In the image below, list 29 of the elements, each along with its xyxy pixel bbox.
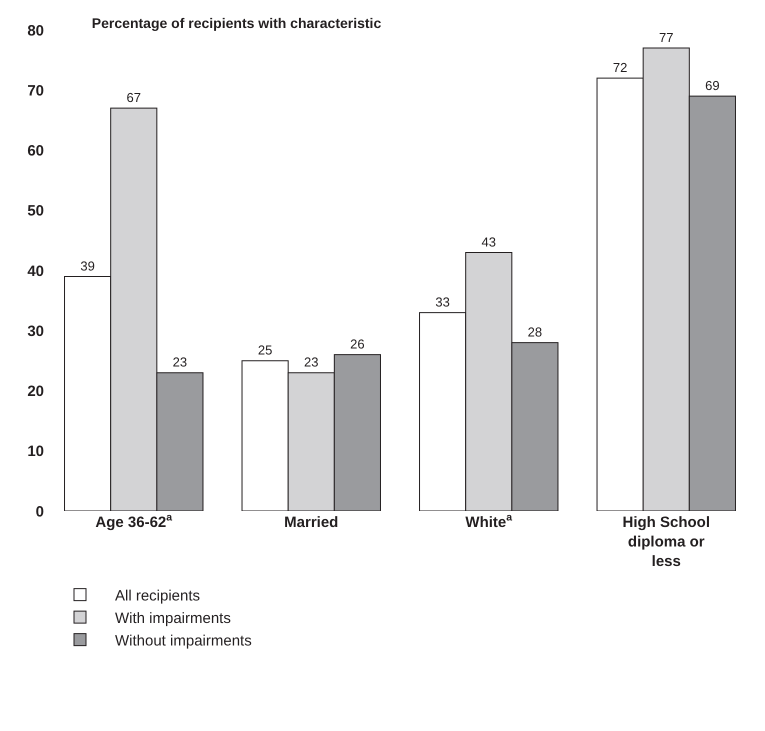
data-label: 28	[528, 324, 542, 340]
data-label: 25	[258, 342, 272, 358]
data-label: 26	[350, 336, 365, 352]
y-tick-label: 30	[27, 322, 44, 340]
y-tick-label: 10	[27, 443, 44, 460]
y-tick-label: 20	[27, 383, 44, 400]
data-label: 43	[482, 234, 496, 250]
data-label: 23	[172, 354, 188, 370]
data-label: 72	[612, 60, 628, 76]
x-tick-label: Married	[284, 514, 338, 531]
y-tick-label: 50	[27, 202, 44, 220]
y-tick-label: 40	[27, 262, 44, 280]
legend-label: Without impairments	[115, 632, 252, 650]
x-tick-label: White$^{a}$	[465, 512, 512, 531]
chart-title: Percentage of recipients with characteristic	[92, 15, 382, 32]
y-tick-label: 0	[36, 503, 44, 520]
y-tick-label: 60	[27, 142, 44, 160]
legend-label: With impairments	[115, 610, 231, 627]
data-label: 33	[435, 294, 450, 310]
y-tick-label: 80	[27, 22, 44, 40]
x-tick-label: Age 36-62$^{a}$	[95, 512, 172, 531]
data-label: 67	[126, 90, 141, 106]
legend-label: All recipients	[115, 587, 200, 604]
x-tick-label: High School diploma or less	[622, 514, 710, 570]
data-label: 69	[705, 78, 720, 94]
y-tick-label: 70	[27, 82, 44, 100]
data-label: 23	[304, 354, 318, 370]
data-label: 77	[659, 30, 674, 46]
data-label: 39	[80, 258, 95, 274]
